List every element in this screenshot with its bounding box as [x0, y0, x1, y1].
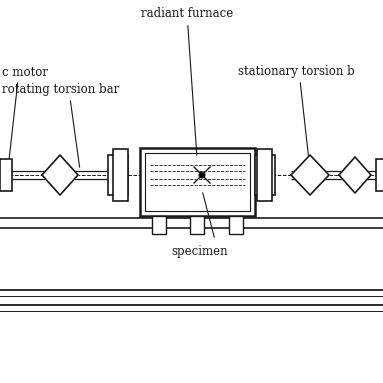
- Bar: [140, 148, 255, 216]
- Bar: [229, 216, 243, 234]
- Bar: [152, 216, 166, 234]
- Text: radiant furnace: radiant furnace: [141, 7, 233, 155]
- Text: specimen: specimen: [172, 246, 228, 259]
- Bar: [0, 218, 383, 228]
- Bar: [0, 159, 12, 191]
- Bar: [108, 155, 128, 195]
- Polygon shape: [42, 155, 78, 195]
- Bar: [257, 149, 272, 201]
- Bar: [145, 153, 250, 211]
- Text: rotating torsion bar: rotating torsion bar: [2, 83, 119, 97]
- Polygon shape: [291, 155, 329, 195]
- Bar: [190, 216, 204, 234]
- Bar: [255, 155, 275, 195]
- Bar: [376, 159, 383, 191]
- Text: c motor: c motor: [2, 65, 48, 79]
- Circle shape: [199, 172, 205, 178]
- Polygon shape: [339, 157, 371, 193]
- Bar: [113, 149, 128, 201]
- Text: stationary torsion b: stationary torsion b: [238, 65, 355, 79]
